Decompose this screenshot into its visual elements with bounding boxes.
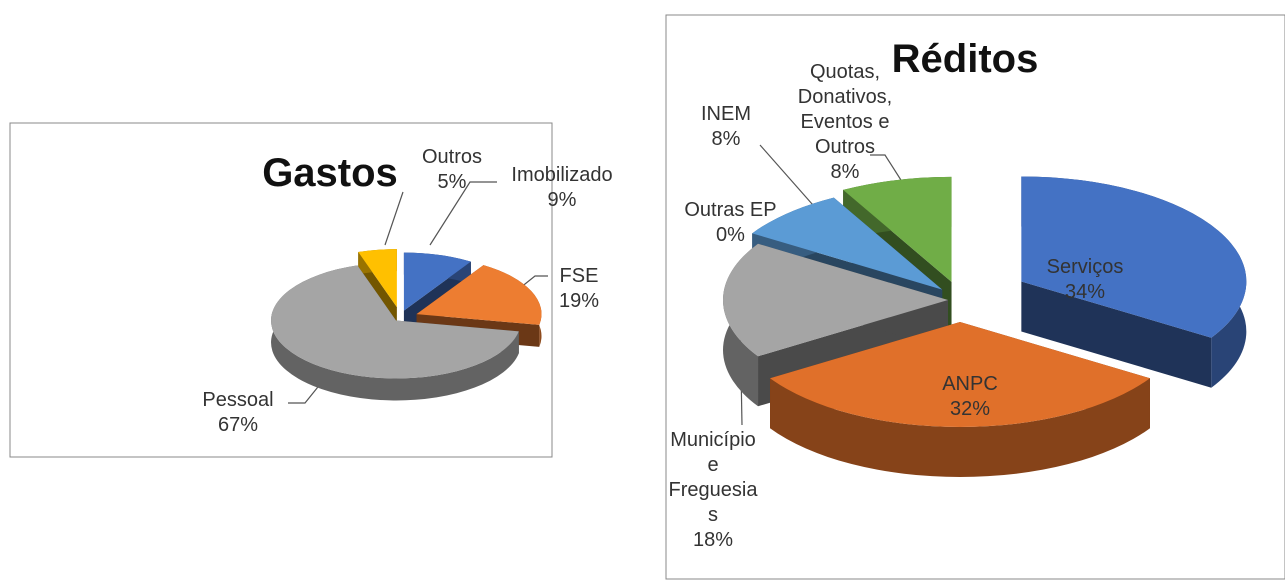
slice-label: Pessoal 67% — [202, 389, 274, 436]
slice — [1021, 176, 1247, 338]
slice — [843, 176, 952, 282]
slice — [358, 249, 397, 308]
slice-wall — [1021, 281, 1212, 388]
chart-title: Gastos — [262, 151, 398, 195]
slice-label: FSE 19% — [558, 265, 600, 312]
slice — [770, 322, 1150, 428]
slice-label: INEM 8% — [701, 103, 751, 150]
slice-label: Imobilizado 9% — [511, 164, 613, 211]
slice — [271, 265, 519, 379]
slice-label: ANPC 32% — [942, 373, 998, 420]
slice-label: Quotas, Donativos, Eventos e Outros 8% — [797, 61, 893, 183]
chart-title: Réditos — [892, 37, 1039, 81]
slice-side — [770, 378, 1150, 478]
slice-label: Outras EP 0% — [684, 199, 777, 246]
slice — [403, 252, 471, 311]
slice-label: Outros 5% — [421, 146, 483, 193]
slice — [416, 265, 542, 325]
slice — [752, 197, 943, 290]
slice — [723, 243, 948, 357]
pies — [271, 176, 1247, 478]
slice-label: Serviços 34% — [1046, 256, 1124, 303]
slice-label: Município e Freguesias 18% — [668, 429, 758, 551]
